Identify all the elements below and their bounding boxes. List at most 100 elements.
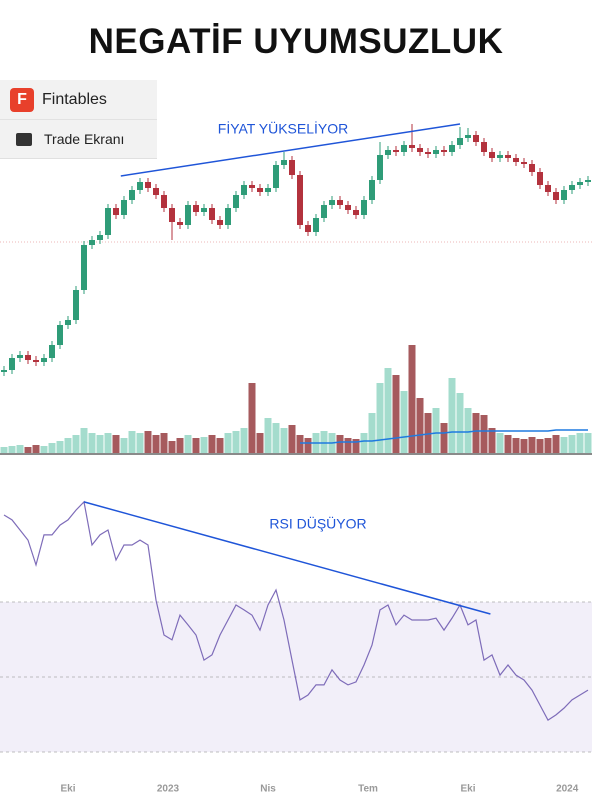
volume-bar — [376, 383, 384, 453]
candle-body — [25, 355, 31, 360]
x-tick-label: Tem — [358, 784, 378, 795]
moving-average — [300, 429, 588, 444]
candle-body — [89, 240, 95, 245]
candle-body — [369, 180, 375, 200]
candle-body — [289, 160, 295, 175]
candle-body — [273, 165, 279, 188]
logo: F — [10, 87, 34, 112]
volume-bar — [240, 428, 248, 453]
candle-body — [361, 200, 367, 215]
candle-body — [457, 138, 463, 145]
candle-body — [105, 208, 111, 235]
candle-body — [545, 185, 551, 192]
volume-bar — [320, 431, 328, 453]
volume-bar — [384, 368, 392, 453]
candle-body — [193, 205, 199, 212]
candle-body — [537, 172, 543, 185]
rsi-line — [3, 500, 589, 721]
volume-bar — [136, 433, 144, 453]
candle-body — [161, 195, 167, 208]
candle-body — [449, 145, 455, 152]
volume-bar — [512, 438, 520, 453]
volume-bar — [560, 437, 568, 453]
candle-body — [49, 345, 55, 358]
volume-bar — [544, 438, 552, 453]
x-tick-label: Eki — [460, 784, 475, 795]
candle-body — [65, 320, 71, 325]
candle-body — [185, 205, 191, 225]
candle-body — [585, 180, 591, 182]
volume-bar — [192, 438, 200, 453]
volume-bar — [200, 437, 208, 453]
menu-row[interactable]: Trade Ekranı — [0, 119, 157, 158]
candle-body — [73, 290, 79, 320]
brand-name: Fintables — [42, 90, 107, 108]
terminal-icon — [16, 132, 32, 146]
candle-body — [241, 185, 247, 195]
volume-bar — [392, 375, 400, 453]
candle-body — [129, 190, 135, 200]
candle-body — [81, 245, 87, 290]
candle-body — [409, 145, 415, 148]
candle-body — [265, 188, 271, 192]
volume-bar — [584, 433, 592, 453]
candle-body — [281, 160, 287, 165]
candle-body — [297, 175, 303, 225]
candle-body — [481, 142, 487, 152]
volume-bar — [408, 345, 416, 453]
x-tick-label: 2024 — [556, 784, 579, 795]
candle-body — [305, 225, 311, 232]
volume-bar — [104, 433, 112, 453]
volume-bar — [432, 408, 440, 453]
candle-body — [521, 162, 527, 164]
candle-body — [121, 200, 127, 215]
trend-line — [83, 501, 491, 615]
volume-bar — [160, 433, 168, 453]
volume-bar — [8, 446, 16, 453]
volume-bar — [144, 431, 152, 453]
volume-bar — [568, 435, 576, 453]
volume-bar — [0, 447, 8, 453]
candle-body — [553, 192, 559, 200]
volume-bar — [24, 447, 32, 453]
candle-body — [33, 360, 39, 362]
volume-bar — [464, 408, 472, 453]
candle-body — [497, 155, 503, 158]
brand-row[interactable]: F Fintables — [0, 80, 157, 119]
candle-body — [337, 200, 343, 205]
volume-bar — [400, 391, 408, 453]
trend-line — [120, 123, 461, 177]
volume-bar — [208, 435, 216, 453]
volume-bar — [16, 445, 24, 453]
annotation: FİYAT YÜKSELİYOR — [218, 120, 348, 137]
volume-bar — [64, 438, 72, 453]
candle-body — [577, 182, 583, 185]
page-title: NEGATİF UYUMSUZLUK — [88, 22, 504, 61]
volume-bar — [480, 415, 488, 453]
volume-bar — [368, 413, 376, 453]
candle-body — [433, 150, 439, 154]
volume-bar — [184, 435, 192, 453]
volume-bar — [112, 435, 120, 453]
candle-body — [465, 135, 471, 138]
volume-bar — [80, 428, 88, 453]
menu-item: Trade Ekranı — [44, 131, 125, 147]
volume-bar — [336, 435, 344, 453]
volume-bar — [352, 439, 360, 453]
candle-body — [1, 370, 7, 372]
candle-body — [145, 182, 151, 188]
candle-body — [401, 145, 407, 152]
candle-body — [217, 220, 223, 225]
candle-body — [529, 164, 535, 172]
candle-body — [329, 200, 335, 205]
candle-body — [489, 152, 495, 158]
candle-body — [41, 358, 47, 362]
candle-body — [393, 150, 399, 152]
candle-body — [257, 188, 263, 192]
candle-body — [249, 185, 255, 188]
candle-body — [473, 135, 479, 142]
volume-bar — [504, 435, 512, 453]
candle-body — [377, 155, 383, 180]
annotation: RSI DÜŞÜYOR — [269, 515, 366, 532]
